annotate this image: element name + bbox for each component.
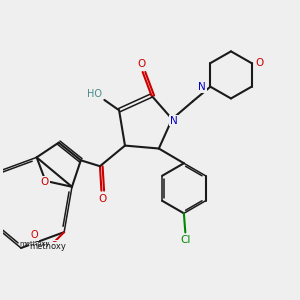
Text: O: O (256, 58, 264, 68)
Text: N: N (170, 116, 177, 126)
Text: N: N (198, 82, 206, 92)
Text: methoxy: methoxy (29, 242, 66, 251)
Text: HO: HO (87, 89, 102, 99)
Text: O: O (51, 241, 58, 251)
Text: O: O (137, 59, 145, 69)
Text: O: O (98, 194, 106, 204)
Text: O: O (31, 230, 38, 240)
Text: O: O (41, 176, 49, 187)
Text: Cl: Cl (180, 236, 190, 245)
Text: methoxy: methoxy (20, 241, 50, 247)
